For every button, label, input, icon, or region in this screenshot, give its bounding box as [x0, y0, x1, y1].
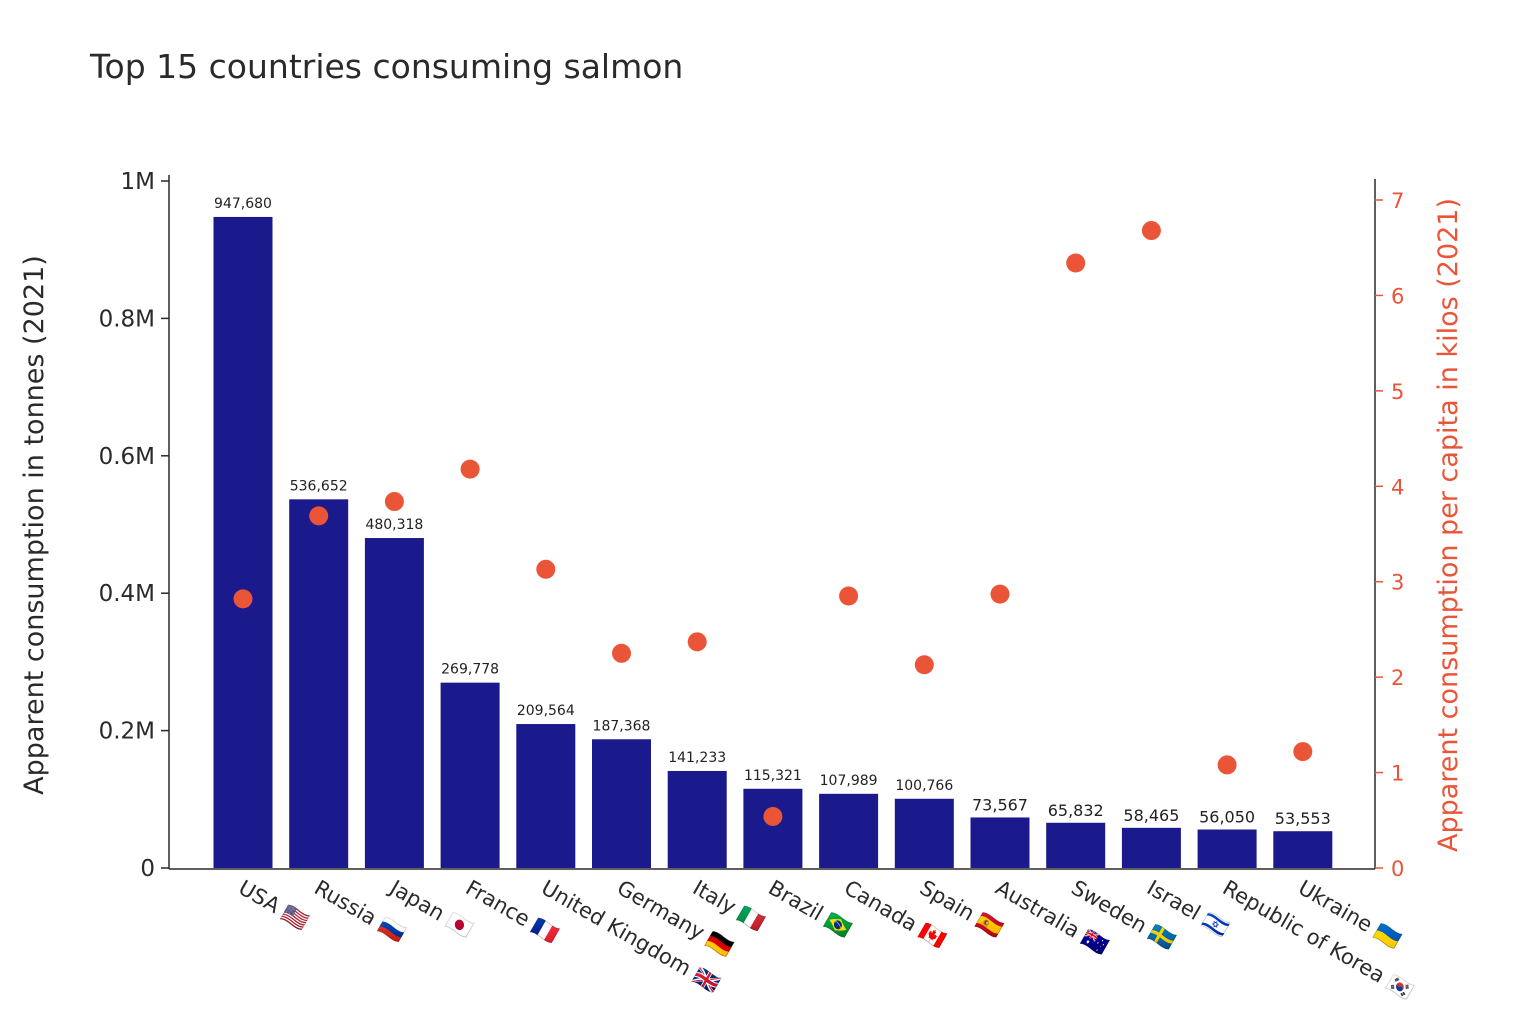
scatter-point[interactable]: [914, 655, 934, 675]
x-tick-label: Brazil 🇧🇷: [764, 876, 855, 943]
scatter-series: [233, 221, 1313, 826]
scatter-point[interactable]: [612, 643, 631, 663]
bar-value-label: 58,465: [1123, 806, 1179, 825]
bar-value-label: 107,989: [820, 773, 878, 789]
x-axis-labels: USA 🇺🇸Russia 🇷🇺Japan 🇯🇵France 🇫🇷United K…: [235, 875, 1418, 1005]
bar-value-label: 115,321: [744, 768, 802, 784]
x-tick-label: USA 🇺🇸: [235, 876, 313, 935]
bar[interactable]: [743, 788, 803, 868]
left-axis-title: Apparent consumption in tonnes (2021): [19, 255, 50, 795]
left-tick-label: 0.4M: [99, 581, 155, 607]
bar-value-label: 187,368: [593, 718, 651, 734]
left-tick-label: 0.6M: [99, 444, 155, 470]
scatter-point[interactable]: [1066, 253, 1086, 273]
bar-value-label: 141,233: [668, 750, 726, 766]
bar-value-label: 269,778: [441, 662, 499, 678]
right-tick-label: 5: [1391, 380, 1404, 404]
scatter-point[interactable]: [763, 806, 783, 826]
scatter-point[interactable]: [1217, 755, 1237, 775]
scatter-point[interactable]: [839, 586, 859, 606]
right-tick-label: 3: [1391, 571, 1404, 595]
bar-value-label: 947,680: [214, 196, 272, 212]
bar[interactable]: [1046, 822, 1106, 868]
right-axis-title: Apparent consumption per capita in kilos…: [1433, 198, 1464, 852]
bar[interactable]: [1197, 829, 1257, 868]
scatter-point[interactable]: [460, 459, 480, 479]
bar-series: [213, 216, 1333, 868]
scatter-point[interactable]: [233, 589, 253, 609]
bar[interactable]: [894, 798, 954, 868]
right-tick-label: 6: [1391, 284, 1404, 308]
right-axis: 0 1 2 3 4 5 6 7: [1374, 179, 1404, 881]
bar[interactable]: [364, 538, 424, 868]
bar-value-label: 53,553: [1275, 809, 1331, 828]
left-tick-label: 0: [140, 856, 155, 882]
bar-value-label: 480,318: [365, 517, 423, 533]
bar-value-label: 100,766: [895, 778, 953, 794]
bar[interactable]: [1121, 827, 1181, 868]
bar[interactable]: [592, 739, 651, 868]
bar-value-label: 73,567: [972, 795, 1028, 814]
bar[interactable]: [516, 724, 576, 868]
bar-label-group: 947,680 536,652 480,318 269,778 209,564 187,3…: [214, 196, 1331, 828]
scatter-point[interactable]: [384, 492, 404, 512]
right-tick-label: 0: [1391, 857, 1404, 881]
bar-value-label: 65,832: [1048, 801, 1104, 820]
bar-value-label: 209,564: [517, 703, 575, 719]
bar[interactable]: [1273, 831, 1333, 868]
bar[interactable]: [667, 770, 727, 868]
bar[interactable]: [440, 682, 500, 868]
scatter-point[interactable]: [309, 506, 329, 526]
scatter-point[interactable]: [990, 584, 1010, 604]
bar-value-label: 536,652: [290, 478, 348, 494]
scatter-point[interactable]: [1293, 742, 1313, 762]
left-tick-label: 0.8M: [99, 306, 155, 332]
right-tick-label: 4: [1391, 475, 1404, 499]
bar[interactable]: [970, 817, 1030, 868]
left-tick-label: 0.2M: [99, 719, 155, 745]
bar[interactable]: [819, 793, 879, 868]
right-tick-label: 2: [1391, 666, 1404, 690]
scatter-point[interactable]: [1141, 221, 1161, 241]
left-axis: 0 0.2M 0.4M 0.6M 0.8M 1M: [99, 169, 1375, 882]
left-tick-label: 1M: [121, 169, 155, 195]
scatter-point[interactable]: [536, 559, 556, 579]
right-tick-label: 1: [1391, 762, 1404, 786]
right-tick-label: 7: [1391, 189, 1404, 213]
chart-title: Top 15 countries consuming salmon: [89, 47, 683, 86]
bar-value-label: 56,050: [1199, 807, 1255, 826]
scatter-point[interactable]: [687, 632, 707, 652]
bar[interactable]: [213, 216, 273, 868]
bar[interactable]: [289, 499, 349, 868]
